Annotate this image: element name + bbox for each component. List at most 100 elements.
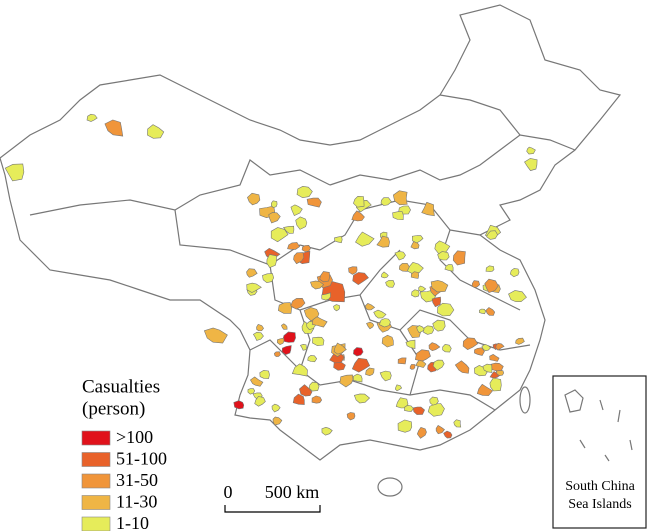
affected-area <box>462 337 479 350</box>
affected-area <box>276 337 285 345</box>
affected-area <box>334 235 343 244</box>
affected-area <box>351 210 365 222</box>
legend-swatch <box>81 473 111 489</box>
affected-area <box>282 331 296 343</box>
affected-area <box>301 244 311 252</box>
country-outline <box>0 4 622 461</box>
affected-area <box>485 265 495 272</box>
affected-area <box>246 268 258 278</box>
affected-area <box>281 345 292 355</box>
affected-area <box>380 197 392 206</box>
affected-area <box>515 337 525 345</box>
affected-area <box>271 200 278 209</box>
affected-area <box>404 404 414 412</box>
affected-area <box>508 290 527 303</box>
affected-area <box>272 416 283 426</box>
affected-area <box>430 280 449 293</box>
affected-area <box>481 343 492 352</box>
affected-area <box>311 316 328 328</box>
affected-area <box>353 393 371 404</box>
legend-label: 11-30 <box>116 492 157 512</box>
affected-area <box>233 400 245 410</box>
inset-frame <box>552 375 647 529</box>
affected-area <box>104 119 124 137</box>
affected-area <box>429 396 439 406</box>
affected-area <box>246 282 262 293</box>
affected-area <box>296 185 313 199</box>
affected-area <box>416 426 427 439</box>
affected-area <box>373 309 387 319</box>
affected-area <box>273 351 281 357</box>
affected-area <box>308 381 320 392</box>
affected-area <box>256 324 264 332</box>
affected-area <box>346 412 356 421</box>
affected-area <box>484 278 499 293</box>
affected-area <box>319 271 330 283</box>
affected-area <box>247 192 261 206</box>
affected-area <box>365 367 375 377</box>
legend-swatch <box>81 495 111 510</box>
affected-area <box>415 359 427 368</box>
affected-area <box>333 361 346 371</box>
affected-area <box>364 303 376 311</box>
scale-bar <box>224 505 321 513</box>
affected-area <box>252 331 264 341</box>
legend-swatch <box>81 452 111 467</box>
affected-area <box>405 339 416 349</box>
inset-islands <box>564 389 633 462</box>
affected-area <box>495 342 505 351</box>
legend-swatch <box>81 430 111 446</box>
affected-area <box>411 289 420 298</box>
affected-area <box>292 393 305 405</box>
affected-area <box>353 347 364 357</box>
affected-area <box>299 384 313 397</box>
affected-area <box>428 342 441 352</box>
affected-area <box>352 373 363 383</box>
legend-title: (person) <box>82 398 145 419</box>
affected-areas <box>4 113 538 439</box>
affected-area <box>495 370 505 376</box>
affected-area <box>409 364 416 370</box>
affected-area <box>489 353 500 362</box>
affected-area <box>489 371 501 379</box>
affected-area <box>443 430 453 439</box>
affected-area <box>489 377 502 392</box>
affected-area <box>333 342 347 355</box>
affected-area <box>416 325 425 333</box>
affected-area <box>418 285 427 292</box>
affected-area <box>427 403 445 417</box>
affected-area <box>454 360 470 374</box>
hainan <box>377 477 403 497</box>
affected-area <box>485 307 496 316</box>
affected-area <box>277 302 293 314</box>
affected-area <box>321 292 331 301</box>
affected-area <box>380 271 389 279</box>
affected-area <box>379 370 392 382</box>
affected-area <box>444 264 454 272</box>
affected-area <box>432 359 445 371</box>
inset-label: Sea Islands <box>568 497 631 512</box>
affected-area <box>333 304 341 312</box>
affected-area <box>355 231 375 247</box>
affected-area <box>339 374 354 388</box>
affected-area <box>353 195 365 208</box>
legend-label: >100 <box>116 427 153 447</box>
affected-area <box>398 263 411 272</box>
affected-area <box>394 251 406 261</box>
affected-area <box>411 235 424 244</box>
affected-area <box>479 308 486 315</box>
affected-area <box>471 280 481 288</box>
affected-area <box>281 323 288 330</box>
affected-area <box>385 280 395 288</box>
affected-area <box>299 343 308 351</box>
affected-area <box>437 302 455 317</box>
legend-swatch <box>81 516 111 531</box>
affected-area <box>442 343 452 353</box>
affected-area <box>290 297 306 310</box>
affected-area <box>509 268 520 278</box>
affected-area <box>376 235 390 248</box>
scale-label: 500 km <box>265 482 320 502</box>
affected-area <box>293 252 305 265</box>
affected-area <box>394 384 403 392</box>
